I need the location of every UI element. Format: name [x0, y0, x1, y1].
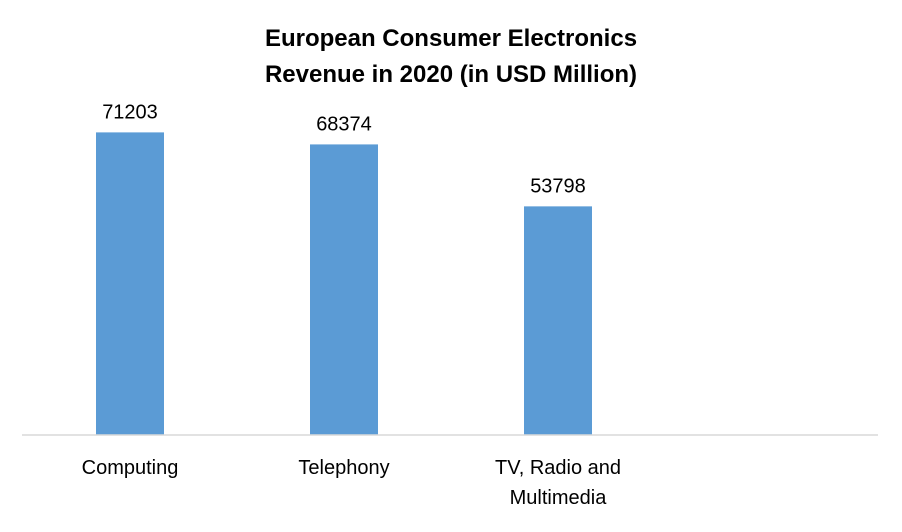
value-label-1: 68374 — [316, 113, 372, 135]
category-labels: Computing Telephony TV, Radio and Multimedi… — [82, 457, 621, 509]
bar-1 — [310, 144, 378, 435]
value-label-0: 71203 — [102, 101, 158, 123]
category-label-0-line-0: Computing — [82, 457, 179, 479]
category-label-2-line-1: Multimedia — [510, 487, 608, 509]
chart-title-line-1: European Consumer Electronics — [265, 25, 637, 52]
bars — [96, 132, 592, 435]
bar-2 — [524, 206, 592, 435]
chart-title-line-2: Revenue in 2020 (in USD Million) — [265, 61, 637, 88]
value-labels: 71203 68374 53798 — [102, 101, 586, 197]
value-label-2: 53798 — [530, 175, 586, 197]
bar-0 — [96, 132, 164, 435]
category-label-2-line-0: TV, Radio and — [495, 457, 621, 479]
category-label-1-line-0: Telephony — [298, 457, 389, 479]
chart-title: European Consumer Electronics Revenue in… — [265, 25, 637, 88]
